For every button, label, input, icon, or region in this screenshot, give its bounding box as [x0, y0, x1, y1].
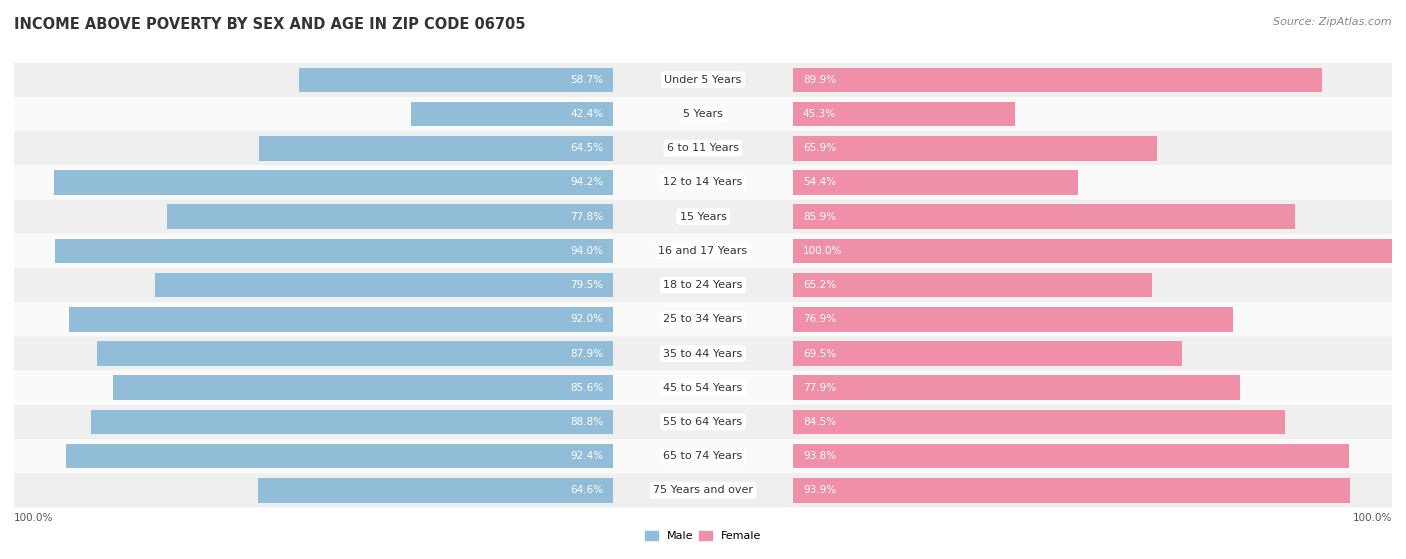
Text: 45.3%: 45.3%: [803, 109, 837, 119]
FancyBboxPatch shape: [14, 234, 1392, 268]
Text: 93.9%: 93.9%: [803, 485, 837, 495]
Text: 12 to 14 Years: 12 to 14 Years: [664, 177, 742, 187]
Text: 64.6%: 64.6%: [569, 485, 603, 495]
Text: 35 to 44 Years: 35 to 44 Years: [664, 348, 742, 358]
Text: 79.5%: 79.5%: [569, 280, 603, 290]
Legend: Male, Female: Male, Female: [640, 526, 766, 546]
Text: 5 Years: 5 Years: [683, 109, 723, 119]
Bar: [66, 444, 613, 468]
Bar: [793, 102, 1015, 126]
Text: 89.9%: 89.9%: [803, 75, 837, 85]
Bar: [793, 410, 1285, 434]
Text: 65.2%: 65.2%: [803, 280, 837, 290]
FancyBboxPatch shape: [14, 337, 1392, 371]
FancyBboxPatch shape: [14, 473, 1392, 508]
Text: 64.5%: 64.5%: [569, 143, 603, 153]
Bar: [793, 478, 1350, 503]
Text: 58.7%: 58.7%: [569, 75, 603, 85]
Bar: [411, 102, 613, 126]
Text: 69.5%: 69.5%: [803, 348, 837, 358]
Text: 55 to 64 Years: 55 to 64 Years: [664, 417, 742, 427]
FancyBboxPatch shape: [14, 63, 1392, 97]
Text: 85.9%: 85.9%: [803, 212, 837, 222]
FancyBboxPatch shape: [14, 268, 1392, 302]
Text: 85.6%: 85.6%: [569, 383, 603, 393]
FancyBboxPatch shape: [14, 97, 1392, 131]
Bar: [793, 136, 1157, 160]
Text: INCOME ABOVE POVERTY BY SEX AND AGE IN ZIP CODE 06705: INCOME ABOVE POVERTY BY SEX AND AGE IN Z…: [14, 17, 526, 32]
Bar: [69, 307, 613, 331]
Text: 6 to 11 Years: 6 to 11 Years: [666, 143, 740, 153]
FancyBboxPatch shape: [14, 131, 1392, 165]
Bar: [793, 68, 1323, 92]
Text: 100.0%: 100.0%: [1353, 513, 1392, 523]
Text: 45 to 54 Years: 45 to 54 Years: [664, 383, 742, 393]
Bar: [298, 68, 613, 92]
Text: 65 to 74 Years: 65 to 74 Years: [664, 451, 742, 461]
Text: 100.0%: 100.0%: [803, 246, 842, 256]
Bar: [257, 478, 613, 503]
Text: 94.2%: 94.2%: [569, 177, 603, 187]
Text: 16 and 17 Years: 16 and 17 Years: [658, 246, 748, 256]
Text: 77.8%: 77.8%: [569, 212, 603, 222]
Text: 25 to 34 Years: 25 to 34 Years: [664, 314, 742, 324]
Bar: [793, 273, 1152, 297]
Bar: [793, 170, 1078, 195]
FancyBboxPatch shape: [14, 200, 1392, 234]
Text: 94.0%: 94.0%: [569, 246, 603, 256]
Text: 100.0%: 100.0%: [14, 513, 53, 523]
Bar: [53, 170, 613, 195]
Text: Under 5 Years: Under 5 Years: [665, 75, 741, 85]
Bar: [793, 341, 1182, 366]
Bar: [793, 239, 1392, 263]
Text: 42.4%: 42.4%: [569, 109, 603, 119]
Bar: [793, 205, 1295, 229]
Text: 54.4%: 54.4%: [803, 177, 837, 187]
Bar: [167, 205, 613, 229]
Bar: [97, 341, 613, 366]
Text: 76.9%: 76.9%: [803, 314, 837, 324]
Bar: [55, 239, 613, 263]
Text: 75 Years and over: 75 Years and over: [652, 485, 754, 495]
Text: 87.9%: 87.9%: [569, 348, 603, 358]
Text: 15 Years: 15 Years: [679, 212, 727, 222]
Text: 18 to 24 Years: 18 to 24 Years: [664, 280, 742, 290]
FancyBboxPatch shape: [14, 371, 1392, 405]
Text: 77.9%: 77.9%: [803, 383, 837, 393]
Text: 84.5%: 84.5%: [803, 417, 837, 427]
FancyBboxPatch shape: [14, 439, 1392, 473]
Text: Source: ZipAtlas.com: Source: ZipAtlas.com: [1274, 17, 1392, 27]
Text: 88.8%: 88.8%: [569, 417, 603, 427]
Bar: [793, 444, 1350, 468]
FancyBboxPatch shape: [14, 302, 1392, 337]
FancyBboxPatch shape: [14, 405, 1392, 439]
Bar: [259, 136, 613, 160]
Text: 65.9%: 65.9%: [803, 143, 837, 153]
FancyBboxPatch shape: [14, 165, 1392, 200]
Bar: [155, 273, 613, 297]
Bar: [114, 376, 613, 400]
Bar: [793, 307, 1233, 331]
Bar: [793, 376, 1240, 400]
Text: 92.4%: 92.4%: [569, 451, 603, 461]
Bar: [91, 410, 613, 434]
Text: 93.8%: 93.8%: [803, 451, 837, 461]
Text: 92.0%: 92.0%: [569, 314, 603, 324]
